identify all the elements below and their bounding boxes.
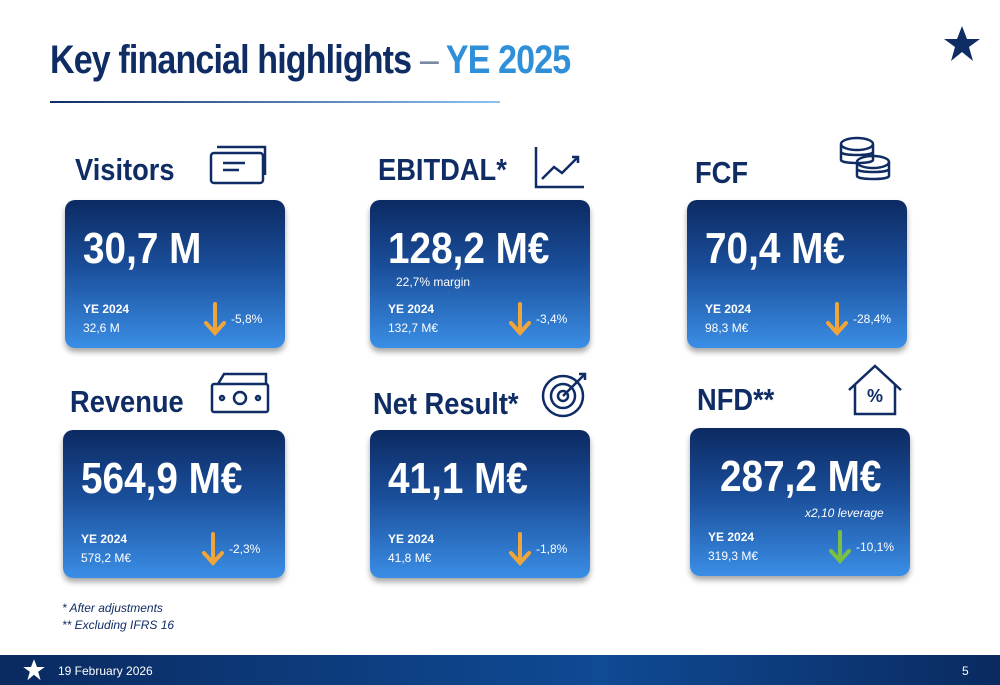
change-value: -2,3% bbox=[229, 542, 261, 556]
prior-label: YE 2024 bbox=[81, 532, 128, 546]
card: 128,2 M€ 22,7% margin YE 2024 132,7 M€ -3,4% bbox=[370, 200, 590, 348]
logo-star bbox=[944, 26, 980, 61]
card-value: 128,2 M€ bbox=[388, 224, 550, 273]
footer-logo bbox=[23, 659, 45, 681]
card-icon bbox=[210, 372, 270, 414]
footnote: ** Excluding IFRS 16 bbox=[62, 618, 175, 632]
change-value: -10,1% bbox=[856, 540, 895, 554]
card-value: 287,2 M€ bbox=[720, 452, 882, 501]
card-label: Visitors bbox=[75, 152, 175, 187]
card: 70,4 M€ YE 2024 98,3 M€ -28,4% bbox=[687, 200, 907, 348]
card-value: 41,1 M€ bbox=[388, 454, 528, 503]
change-value: -28,4% bbox=[853, 312, 892, 326]
prior-label: YE 2024 bbox=[388, 302, 435, 316]
card-icon: % bbox=[848, 364, 902, 416]
prior-label: YE 2024 bbox=[705, 302, 752, 316]
card-label: NFD** bbox=[697, 382, 775, 417]
prior-value: 98,3 M€ bbox=[705, 321, 749, 335]
change-arrow bbox=[202, 532, 224, 566]
card-label: Net Result* bbox=[373, 386, 519, 421]
footnote: * After adjustments bbox=[62, 601, 163, 615]
footer-date: 19 February 2026 bbox=[58, 664, 153, 678]
prior-label: YE 2024 bbox=[83, 302, 130, 316]
card-label: Revenue bbox=[70, 384, 184, 419]
card-icon bbox=[541, 372, 587, 418]
prior-value: 578,2 M€ bbox=[81, 551, 132, 565]
card: 564,9 M€ YE 2024 578,2 M€ -2,3% bbox=[63, 430, 285, 578]
card-value: 564,9 M€ bbox=[81, 454, 243, 503]
card: 30,7 M YE 2024 32,6 M -5,8% bbox=[65, 200, 285, 348]
card-value: 30,7 M bbox=[83, 224, 202, 273]
prior-value: 41,8 M€ bbox=[388, 551, 432, 565]
card-note: 22,7% margin bbox=[396, 275, 471, 289]
change-arrow bbox=[509, 532, 531, 566]
change-arrow bbox=[509, 302, 531, 336]
title-separator: – bbox=[419, 38, 439, 82]
svg-text:%: % bbox=[867, 386, 883, 406]
card-label: EBITDAL* bbox=[378, 152, 507, 187]
change-arrow bbox=[826, 302, 848, 336]
change-value: -1,8% bbox=[536, 542, 568, 556]
title-main: Key financial highlights bbox=[50, 38, 412, 82]
card-label: FCF bbox=[695, 155, 749, 190]
card: 41,1 M€ YE 2024 41,8 M€ -1,8% bbox=[370, 430, 590, 578]
title: Key financial highlights – YE 2025 bbox=[50, 38, 571, 83]
title-highlight: YE 2025 bbox=[445, 38, 571, 82]
title-rule bbox=[50, 101, 500, 103]
card-icon bbox=[839, 136, 891, 181]
prior-label: YE 2024 bbox=[388, 532, 435, 546]
card-icon bbox=[209, 145, 267, 185]
prior-value: 132,7 M€ bbox=[388, 321, 439, 335]
card: 287,2 M€ x2,10 leverage YE 2024 319,3 M€ -10… bbox=[690, 428, 910, 576]
change-value: -5,8% bbox=[231, 312, 263, 326]
change-arrow bbox=[829, 530, 851, 564]
card-note: x2,10 leverage bbox=[805, 506, 884, 520]
change-arrow bbox=[204, 302, 226, 336]
change-value: -3,4% bbox=[536, 312, 568, 326]
card-value: 70,4 M€ bbox=[705, 224, 845, 273]
page-number: 5 bbox=[962, 664, 969, 678]
card-icon bbox=[534, 147, 584, 189]
prior-label: YE 2024 bbox=[708, 530, 755, 544]
prior-value: 32,6 M bbox=[83, 321, 120, 335]
footer: 19 February 2026 5 bbox=[0, 655, 1000, 685]
prior-value: 319,3 M€ bbox=[708, 549, 759, 563]
